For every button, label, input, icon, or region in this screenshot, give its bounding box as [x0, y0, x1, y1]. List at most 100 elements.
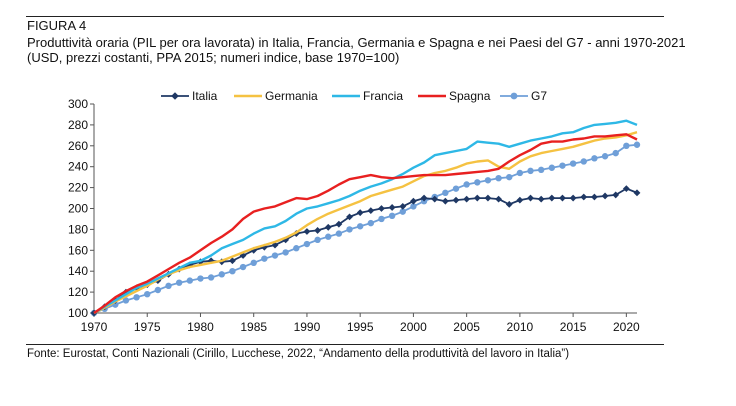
data-point-g7	[356, 223, 364, 230]
data-point-g7	[442, 189, 449, 197]
x-tick-label: 1980	[187, 320, 214, 334]
legend-label: Francia	[363, 89, 403, 103]
data-point-italia	[399, 203, 407, 210]
data-point-g7	[303, 240, 311, 248]
data-point-g7	[537, 166, 545, 174]
data-point-g7	[346, 226, 353, 233]
top-rule	[26, 16, 664, 17]
y-tick-label: 220	[68, 181, 88, 195]
data-point-italia	[527, 194, 534, 202]
data-point-g7	[601, 153, 609, 160]
data-point-g7	[271, 252, 279, 259]
data-point-g7	[506, 173, 513, 181]
y-tick-label: 140	[68, 264, 88, 278]
data-point-italia	[356, 209, 364, 217]
data-point-g7	[591, 155, 598, 162]
series-line-g7	[93, 143, 638, 314]
legend-marker	[171, 92, 179, 100]
data-point-g7	[293, 245, 300, 252]
data-point-italia	[463, 195, 471, 203]
data-point-italia	[335, 220, 343, 228]
data-point-g7	[175, 279, 183, 286]
y-tick-label: 200	[68, 202, 88, 216]
data-point-g7	[388, 212, 396, 220]
y-tick-label: 100	[68, 306, 88, 320]
data-point-g7	[495, 174, 502, 182]
series-germania	[93, 131, 638, 315]
data-point-g7	[367, 219, 375, 227]
figure-title: Produttività oraria (PIL per ora lavorat…	[27, 35, 686, 65]
bottom-rule	[26, 344, 664, 345]
data-point-italia	[186, 261, 194, 269]
data-point-italia	[388, 204, 396, 211]
legend-item-italia: Italia	[161, 89, 218, 103]
y-tick-label: 180	[68, 222, 88, 236]
legend-label: Spagna	[449, 89, 491, 103]
data-point-g7	[633, 141, 641, 148]
data-point-italia	[303, 228, 311, 235]
data-point-g7	[378, 215, 385, 223]
chart-axes: 100 120 140 160 180 200 220 240 260 280 300 1970 197…	[68, 97, 640, 334]
chart-legend: Italia Germania Francia Spagna G7	[161, 89, 547, 103]
legend-label: Italia	[192, 89, 218, 103]
series-spagna	[93, 133, 638, 314]
data-point-italia	[314, 227, 321, 234]
data-point-italia	[633, 189, 641, 197]
data-point-italia	[271, 241, 279, 249]
legend-item-spagna: Spagna	[418, 89, 491, 103]
data-point-italia	[229, 257, 236, 265]
x-tick-label: 2020	[613, 320, 640, 334]
series-g7	[90, 141, 641, 317]
data-point-g7	[452, 185, 460, 192]
data-point-italia	[622, 185, 630, 193]
data-point-g7	[239, 263, 247, 271]
data-point-g7	[229, 268, 236, 275]
data-point-italia	[207, 257, 215, 265]
data-point-italia	[473, 194, 481, 202]
x-tick-label: 1985	[240, 320, 267, 334]
data-point-italia	[420, 194, 428, 202]
data-point-italia	[410, 197, 417, 205]
data-point-g7	[165, 282, 172, 290]
data-point-g7	[516, 169, 524, 177]
y-tick-label: 300	[68, 97, 88, 111]
legend-label: Germania	[265, 89, 318, 103]
data-point-italia	[601, 192, 609, 200]
y-tick-label: 120	[68, 285, 88, 299]
x-tick-label: 1995	[347, 320, 374, 334]
legend-item-germania: Germania	[234, 89, 318, 103]
data-point-italia	[367, 207, 375, 214]
data-point-g7	[122, 297, 130, 304]
data-point-g7	[569, 160, 577, 167]
series-line-spagna	[93, 133, 638, 314]
data-point-italia	[591, 193, 598, 201]
data-point-g7	[144, 290, 151, 298]
data-point-g7	[325, 233, 332, 240]
data-point-italia	[505, 200, 513, 208]
data-point-g7	[154, 286, 162, 294]
data-point-g7	[133, 294, 140, 301]
data-point-italia	[452, 196, 460, 204]
data-point-g7	[197, 275, 204, 282]
x-tick-label: 2015	[560, 320, 587, 334]
data-point-g7	[399, 208, 406, 215]
series-line-italia	[93, 187, 638, 314]
data-point-italia	[324, 223, 332, 231]
data-point-g7	[484, 177, 492, 184]
series-italia	[90, 185, 641, 317]
y-tick-label: 280	[68, 118, 88, 132]
data-point-g7	[580, 158, 587, 165]
x-tick-label: 2010	[507, 320, 534, 334]
data-point-italia	[516, 196, 524, 204]
legend-label: G7	[531, 89, 547, 103]
data-point-g7	[559, 162, 566, 169]
data-point-g7	[207, 274, 215, 281]
series-line-germania	[93, 131, 638, 315]
data-point-g7	[474, 179, 481, 186]
data-point-g7	[218, 271, 225, 278]
y-tick-label: 160	[68, 243, 88, 257]
series-line-francia	[93, 119, 638, 315]
data-point-g7	[186, 277, 194, 284]
x-tick-label: 2005	[453, 320, 480, 334]
